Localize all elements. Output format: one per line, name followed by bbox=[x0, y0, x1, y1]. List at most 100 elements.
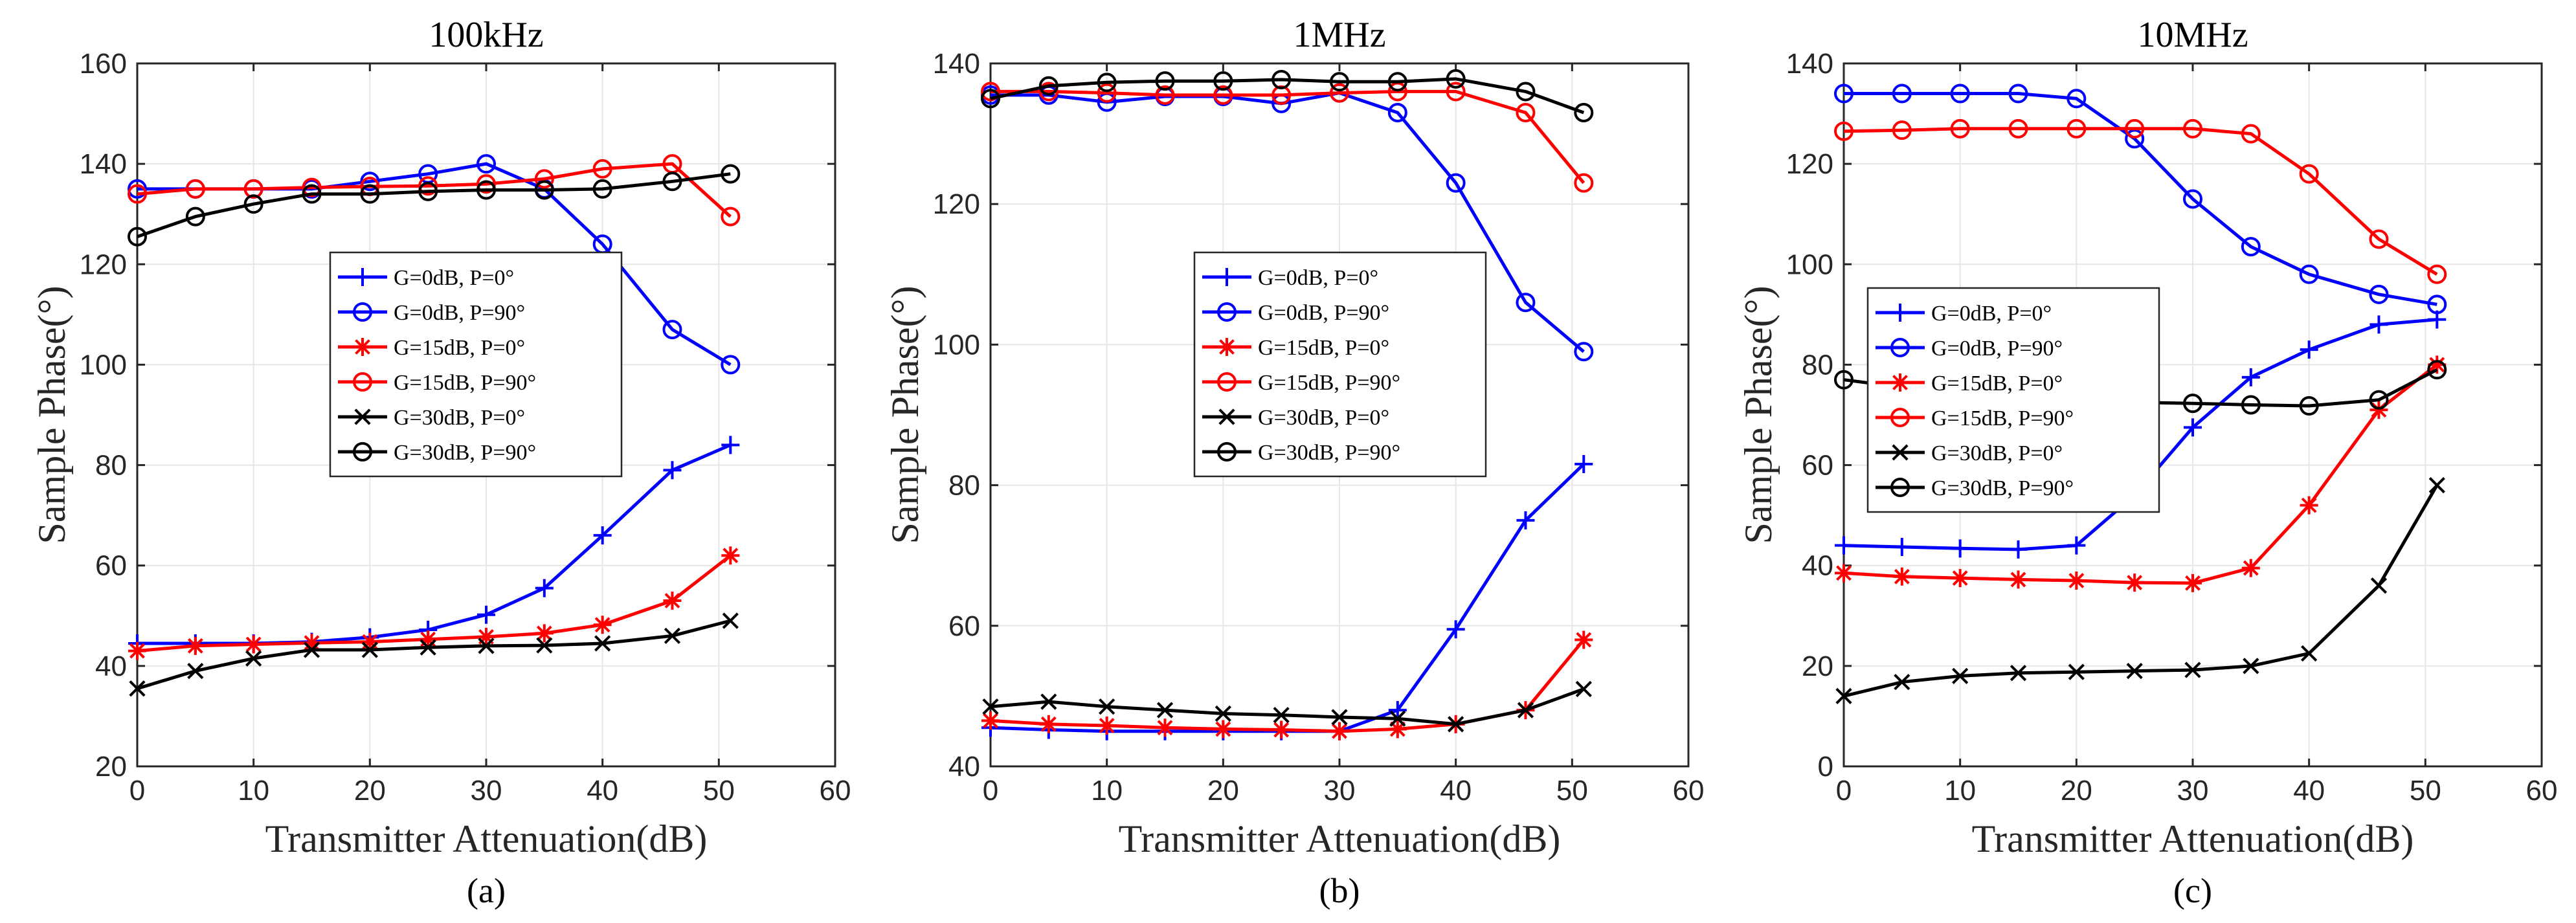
legend-entry: G=30dB, P=90° bbox=[394, 441, 536, 465]
data-point bbox=[1574, 455, 1593, 474]
legend-marker bbox=[1890, 408, 1910, 427]
x-tick-label: 50 bbox=[2410, 775, 2441, 806]
data-point bbox=[535, 579, 554, 597]
data-point bbox=[1894, 674, 1910, 691]
data-point bbox=[1156, 702, 1174, 718]
legend-entry: G=15dB, P=90° bbox=[1931, 406, 2074, 430]
data-point bbox=[302, 184, 322, 204]
data-point bbox=[2369, 229, 2389, 249]
legend-entry: G=15dB, P=90° bbox=[394, 371, 536, 395]
data-point bbox=[721, 164, 741, 184]
y-tick-label: 160 bbox=[80, 48, 127, 80]
legend-entry: G=30dB, P=0° bbox=[1258, 406, 1389, 430]
data-point bbox=[1835, 564, 1853, 583]
data-point bbox=[2241, 124, 2261, 144]
data-point bbox=[982, 698, 999, 715]
series-group bbox=[1834, 118, 2447, 284]
data-point bbox=[1213, 71, 1233, 91]
data-point bbox=[1950, 83, 1970, 104]
data-point bbox=[1099, 698, 1115, 715]
data-point bbox=[128, 641, 146, 660]
series-group bbox=[128, 546, 740, 660]
data-point bbox=[2299, 396, 2319, 416]
data-point bbox=[2369, 284, 2389, 304]
data-point bbox=[721, 355, 741, 375]
data-point bbox=[2241, 237, 2261, 257]
data-point bbox=[244, 635, 263, 654]
data-point bbox=[722, 612, 739, 629]
data-point bbox=[1097, 72, 1117, 93]
series-group bbox=[981, 69, 1594, 123]
legend-entry: G=0dB, P=90° bbox=[394, 301, 525, 325]
data-point bbox=[303, 641, 320, 658]
y-tick-label: 80 bbox=[95, 450, 127, 482]
legend-entry: G=30dB, P=0° bbox=[1931, 441, 2063, 465]
data-point bbox=[2427, 264, 2447, 284]
data-point bbox=[1446, 69, 1466, 89]
plot-frame bbox=[989, 62, 1690, 768]
data-point bbox=[536, 637, 553, 654]
data-point bbox=[535, 624, 554, 643]
data-point bbox=[1039, 715, 1058, 733]
legend-entry: G=0dB, P=0° bbox=[394, 266, 514, 290]
data-point bbox=[2067, 536, 2086, 555]
legend-box bbox=[1866, 287, 2160, 513]
data-point bbox=[1038, 76, 1058, 96]
legend-marker bbox=[353, 268, 372, 286]
plot-frame bbox=[1842, 62, 2543, 768]
x-tick-label: 40 bbox=[587, 775, 618, 806]
data-point bbox=[128, 179, 147, 199]
data-point bbox=[593, 526, 612, 545]
y-tick-label: 100 bbox=[1786, 249, 1833, 280]
y-axis-label: Sample Phase(°) bbox=[1737, 286, 1780, 544]
series-line bbox=[1844, 92, 2437, 306]
y-tick-label: 20 bbox=[95, 751, 127, 783]
legend-marker bbox=[353, 302, 372, 322]
data-point bbox=[2301, 645, 2318, 662]
data-point bbox=[477, 627, 495, 646]
legend-marker bbox=[1218, 268, 1236, 286]
data-point bbox=[187, 662, 204, 680]
x-tick-label: 30 bbox=[471, 775, 502, 806]
data-point bbox=[1892, 538, 1911, 557]
data-point bbox=[2008, 118, 2028, 139]
data-point bbox=[981, 82, 1000, 102]
legend-marker bbox=[1891, 304, 1909, 322]
x-tick-label: 20 bbox=[354, 775, 386, 806]
data-point bbox=[419, 630, 438, 649]
data-point bbox=[2184, 662, 2201, 678]
data-point bbox=[1273, 707, 1290, 724]
y-axis-label: Sample Phase(°) bbox=[30, 286, 73, 544]
y-tick-label: 40 bbox=[95, 651, 127, 682]
data-point bbox=[1950, 118, 1970, 139]
legend-marker bbox=[353, 338, 372, 356]
series-line bbox=[1843, 127, 2438, 276]
data-point bbox=[1330, 72, 1349, 92]
data-point bbox=[361, 632, 379, 651]
series-group bbox=[128, 154, 741, 227]
data-point bbox=[2009, 570, 2028, 589]
x-tick-label: 50 bbox=[1556, 775, 1588, 806]
panel-caption: (c) bbox=[2173, 871, 2212, 910]
data-point bbox=[662, 172, 682, 192]
legend-entry: G=30dB, P=90° bbox=[1258, 441, 1400, 465]
data-point bbox=[662, 320, 682, 340]
data-point bbox=[129, 680, 146, 697]
data-point bbox=[128, 227, 147, 247]
data-point bbox=[663, 461, 682, 480]
y-tick-label: 80 bbox=[948, 470, 980, 502]
data-point bbox=[2068, 663, 2085, 680]
x-tick-label: 10 bbox=[1091, 775, 1123, 806]
data-point bbox=[2010, 665, 2027, 682]
legend-marker bbox=[353, 372, 372, 392]
y-tick-label: 20 bbox=[1802, 651, 1833, 682]
legend-marker bbox=[1890, 478, 1910, 497]
data-point bbox=[1155, 71, 1175, 91]
data-point bbox=[1446, 82, 1466, 102]
data-point bbox=[476, 180, 496, 200]
legend-entry: G=0dB, P=0° bbox=[1258, 266, 1378, 290]
data-point bbox=[1331, 709, 1348, 726]
data-point bbox=[128, 184, 147, 204]
data-point bbox=[1516, 103, 1536, 123]
